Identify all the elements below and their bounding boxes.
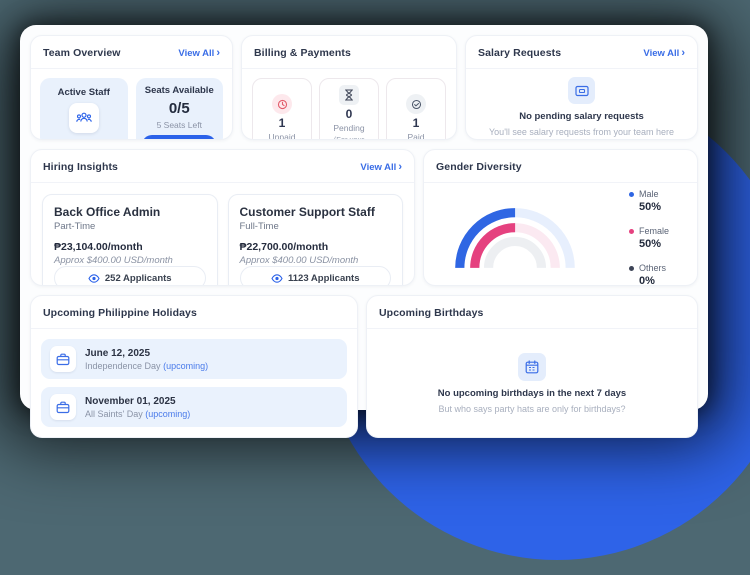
upcoming-tag: (upcoming) [145,408,191,419]
salary-empty-state: No pending salary requests You'll see sa… [466,69,697,139]
birthdays-card: Upcoming Birthdays No upcoming birthdays… [366,295,698,438]
female-dot-icon [628,228,634,234]
chevron-right-icon: › [398,160,402,173]
gender-gauge-chart [455,208,575,269]
birthdays-header: Upcoming Birthdays [367,296,697,329]
paid-label: Paid [407,132,425,140]
seats-available-tile: Seats Available 0/5 5 Seats Left Add Sea… [135,78,223,139]
legend-item-male: Male 50% [628,189,669,213]
bottom-row: Upcoming Philippine Holidays June 12, 20… [30,295,698,438]
holiday-list-item: November 01, 2025 All Saints' Day (upcom… [41,387,347,427]
team-overview-view-all-link[interactable]: View All › [178,46,220,59]
gender-body: Male 50% Female 50% Ot [424,183,697,285]
pending-label: Pending [333,123,365,133]
seats-available-label: Seats Available [144,85,214,96]
holiday-list-item: June 12, 2025 Independence Day (upcoming… [41,339,347,379]
salary-empty-subtitle: You'll see salary requests from your tea… [489,127,674,137]
billing-title: Billing & Payments [254,47,351,59]
eye-icon [271,273,283,283]
holiday-name: Independence Day (upcoming) [85,360,209,371]
birthdays-empty-title: No upcoming birthdays in the next 7 days [437,387,627,399]
hourglass-icon [339,85,359,105]
job-salary: ₱23,104.00/month [54,241,143,253]
middle-row: Hiring Insights View All › Back Office A… [30,149,698,286]
staff-group-icon [68,103,99,133]
billing-payments-card: Billing & Payments 1 Unpaid [241,35,457,140]
applicants-button[interactable]: 1123 Applicants [239,266,391,285]
salary-header: Salary Requests View All › [466,36,697,69]
calendar-icon [518,352,546,381]
job-approx-salary: Approx $400.00 USD/month [239,255,359,266]
job-type: Part-Time [54,221,96,232]
others-dot-icon [628,265,634,271]
top-row: Team Overview View All › Active Staff [30,35,698,140]
unpaid-label: Unpaid [268,132,296,140]
job-card-customer-support-staff: Customer Support Staff Full-Time ₱22,700… [227,194,403,285]
paid-count: 1 [412,116,420,130]
legend-item-others: Others 0% [628,263,669,285]
job-type: Full-Time [239,221,279,232]
team-overview-title: Team Overview [43,47,121,59]
unpaid-clock-icon [272,94,292,114]
job-title: Back Office Admin [54,205,161,219]
pending-count: 0 [345,107,353,121]
seats-value: 0/5 [168,100,190,117]
billing-body: 1 Unpaid 0 Pending (For your approval) [242,69,456,140]
holidays-card: Upcoming Philippine Holidays June 12, 20… [30,295,358,438]
gender-header: Gender Diversity [424,150,697,183]
hiring-body: Back Office Admin Part-Time ₱23,104.00/m… [31,183,414,285]
hiring-header: Hiring Insights View All › [31,150,414,183]
upcoming-tag: (upcoming) [163,360,209,371]
unpaid-tile: 1 Unpaid [252,78,312,140]
unpaid-count: 1 [278,116,286,130]
salary-empty-title: No pending salary requests [519,111,644,122]
hiring-view-all-link[interactable]: View All › [360,160,402,173]
salary-card-icon [568,77,595,104]
paid-check-icon [406,94,426,114]
applicants-button[interactable]: 252 Applicants [54,266,206,285]
holidays-header: Upcoming Philippine Holidays [31,296,357,329]
active-staff-label: Active Staff [57,87,110,98]
gender-diversity-card: Gender Diversity Male [423,149,698,286]
dashboard-panel: Team Overview View All › Active Staff [20,25,708,438]
pending-tile: 0 Pending (For your approval) [319,78,379,140]
holidays-list: June 12, 2025 Independence Day (upcoming… [31,329,357,437]
holiday-date: June 12, 2025 [85,347,151,359]
active-staff-count: 2Staff [70,138,98,139]
seats-left-text: 5 Seats Left [156,120,202,130]
salary-view-all-link[interactable]: View All › [643,46,685,59]
chevron-right-icon: › [681,46,685,59]
gender-legend: Male 50% Female 50% Ot [628,189,669,285]
job-salary: ₱22,700.00/month [239,241,329,253]
billing-header: Billing & Payments [242,36,456,69]
holidays-title: Upcoming Philippine Holidays [43,307,197,319]
salary-title: Salary Requests [478,47,562,59]
male-dot-icon [628,191,634,197]
chevron-right-icon: › [216,46,220,59]
add-seats-button[interactable]: Add Seats [142,135,217,139]
holiday-name: All Saints' Day (upcoming) [85,408,191,419]
team-overview-card: Team Overview View All › Active Staff [30,35,233,140]
job-title: Customer Support Staff [239,205,375,219]
birthdays-empty-state: No upcoming birthdays in the next 7 days… [367,329,697,437]
job-approx-salary: Approx $400.00 USD/month [54,255,173,266]
team-overview-header: Team Overview View All › [31,36,232,69]
holiday-date: November 01, 2025 [85,395,176,407]
hiring-title: Hiring Insights [43,161,118,173]
pending-sublabel: (For your approval) [333,135,365,140]
eye-icon [88,273,100,283]
legend-item-female: Female 50% [628,226,669,250]
active-staff-tile: Active Staff 2Staff [40,78,128,139]
briefcase-icon [50,394,76,420]
job-card-back-office-admin: Back Office Admin Part-Time ₱23,104.00/m… [42,194,218,285]
birthdays-title: Upcoming Birthdays [379,307,484,319]
paid-tile: 1 Paid [386,78,446,140]
briefcase-icon [50,346,76,372]
gender-title: Gender Diversity [436,161,522,173]
birthdays-empty-subtitle: But who says party hats are only for bir… [438,403,626,414]
team-overview-body: Active Staff 2Staff [31,69,232,139]
salary-requests-card: Salary Requests View All › No pending sa… [465,35,698,140]
hiring-insights-card: Hiring Insights View All › Back Office A… [30,149,415,286]
